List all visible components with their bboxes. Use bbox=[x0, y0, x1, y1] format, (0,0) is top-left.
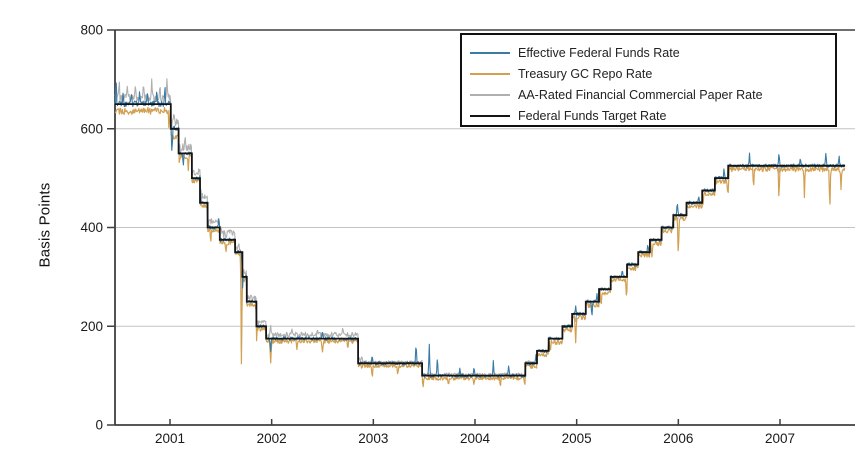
legend-line-cp-icon bbox=[470, 93, 510, 96]
x-tick-label-2003: 2003 bbox=[358, 431, 388, 446]
x-tick-label-2005: 2005 bbox=[562, 431, 592, 446]
x-tick-label-2002: 2002 bbox=[257, 431, 287, 446]
series-target-line bbox=[115, 103, 846, 377]
y-tick-label-600: 600 bbox=[80, 121, 103, 136]
legend-label: AA-Rated Financial Commercial Paper Rate bbox=[518, 87, 763, 102]
x-tick-label-2006: 2006 bbox=[663, 431, 693, 446]
legend-line-repo-icon bbox=[470, 72, 510, 75]
legend-label: Treasury GC Repo Rate bbox=[518, 66, 653, 81]
y-tick-label-0: 0 bbox=[95, 418, 103, 433]
legend-label: Federal Funds Target Rate bbox=[518, 108, 667, 123]
x-tick-label-2004: 2004 bbox=[460, 431, 491, 446]
legend-label: Effective Federal Funds Rate bbox=[518, 45, 680, 60]
y-axis-title: Basis Points bbox=[36, 182, 54, 268]
x-tick-label-2007: 2007 bbox=[765, 431, 795, 446]
series-effective-line bbox=[114, 82, 845, 378]
legend-item-effective: Effective Federal Funds Rate bbox=[470, 42, 835, 63]
legend-item-target: Federal Funds Target Rate bbox=[470, 105, 835, 126]
legend-line-effective-icon bbox=[470, 51, 510, 54]
x-tick-label-2001: 2001 bbox=[155, 431, 185, 446]
legend-item-repo: Treasury GC Repo Rate bbox=[470, 63, 835, 84]
series-repo-line bbox=[114, 106, 846, 388]
y-tick-label-200: 200 bbox=[80, 319, 103, 334]
legend-item-cp: AA-Rated Financial Commercial Paper Rate bbox=[470, 84, 835, 105]
legend: Effective Federal Funds Rate Treasury GC… bbox=[460, 33, 837, 127]
y-tick-label-400: 400 bbox=[80, 220, 103, 235]
legend-line-target-icon bbox=[470, 114, 510, 117]
y-tick-label-800: 800 bbox=[80, 23, 103, 38]
